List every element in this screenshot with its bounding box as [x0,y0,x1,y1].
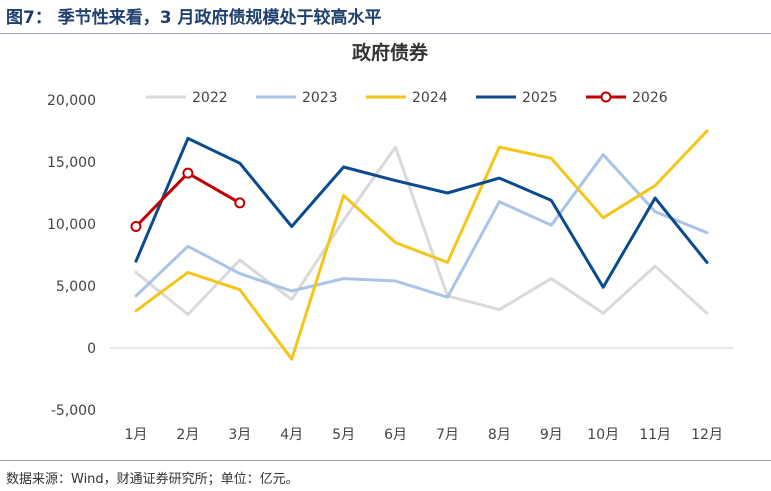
x-tick-label: 7月 [436,427,459,443]
x-tick-label: 9月 [540,427,563,443]
data-point [130,220,142,232]
x-tick-label: 8月 [488,427,511,443]
x-tick-label: 2月 [176,427,199,443]
chart-series [130,129,709,361]
x-tick-label: 1月 [124,427,147,443]
y-tick-label: 10,000 [47,217,96,233]
x-tick-label: 5月 [332,427,355,443]
x-tick-label: 6月 [384,427,407,443]
y-tick-label: 0 [87,341,96,357]
legend-label: 2024 [412,90,448,106]
series-line-2025 [134,136,709,289]
series-2025 [134,136,709,289]
x-tick-label: 3月 [228,427,251,443]
legend-item-2022: 2022 [146,90,228,106]
series-2023 [134,153,709,299]
legend-item-2024: 2024 [366,90,448,106]
y-tick-label: 20,000 [47,93,96,109]
legend-item-2026: 2026 [586,90,668,106]
x-tick-label: 10月 [587,427,619,443]
data-point [234,197,246,209]
line-chart: 政府债券 2022 2023 2024 2025 2026 -5,000 0 5,000 10… [47,41,733,443]
legend-label: 2023 [302,90,338,106]
figure-caption: 季节性来看，3 月政府债规模处于较高水平 [57,8,382,28]
figure-title: 图7： 季节性来看，3 月政府债规模处于较高水平 [6,3,382,28]
legend-item-2025: 2025 [476,90,558,106]
series-2024 [134,129,709,361]
data-point [182,167,194,179]
legend-label: 2026 [632,90,668,106]
source-note: 数据来源：Wind，财通证券研究所；单位：亿元。 [6,472,299,487]
series-2026 [130,167,246,232]
legend-label: 2025 [522,90,558,106]
legend-marker [600,91,612,103]
y-tick-label: 5,000 [56,279,96,295]
top-divider [0,33,771,34]
series-line-2023 [134,153,709,299]
legend-item-2023: 2023 [256,90,338,106]
x-tick-label: 4月 [280,427,303,443]
bottom-divider [0,460,771,461]
series-line-2026 [134,171,242,228]
chart-title: 政府债券 [352,41,429,64]
figure-label: 图7： [6,8,52,28]
y-tick-label: -5,000 [51,403,96,419]
x-axis: 1月 2月 3月 4月 5月 6月 7月 8月 9月 10月 11月 12月 [124,427,722,443]
chart-legend: 2022 2023 2024 2025 2026 [146,90,668,106]
series-line-2024 [134,129,709,361]
x-tick-label: 12月 [691,427,723,443]
y-tick-label: 15,000 [47,155,96,171]
x-tick-label: 11月 [639,427,671,443]
y-axis: -5,000 0 5,000 10,000 15,000 20,000 [47,93,733,419]
legend-label: 2022 [192,90,228,106]
